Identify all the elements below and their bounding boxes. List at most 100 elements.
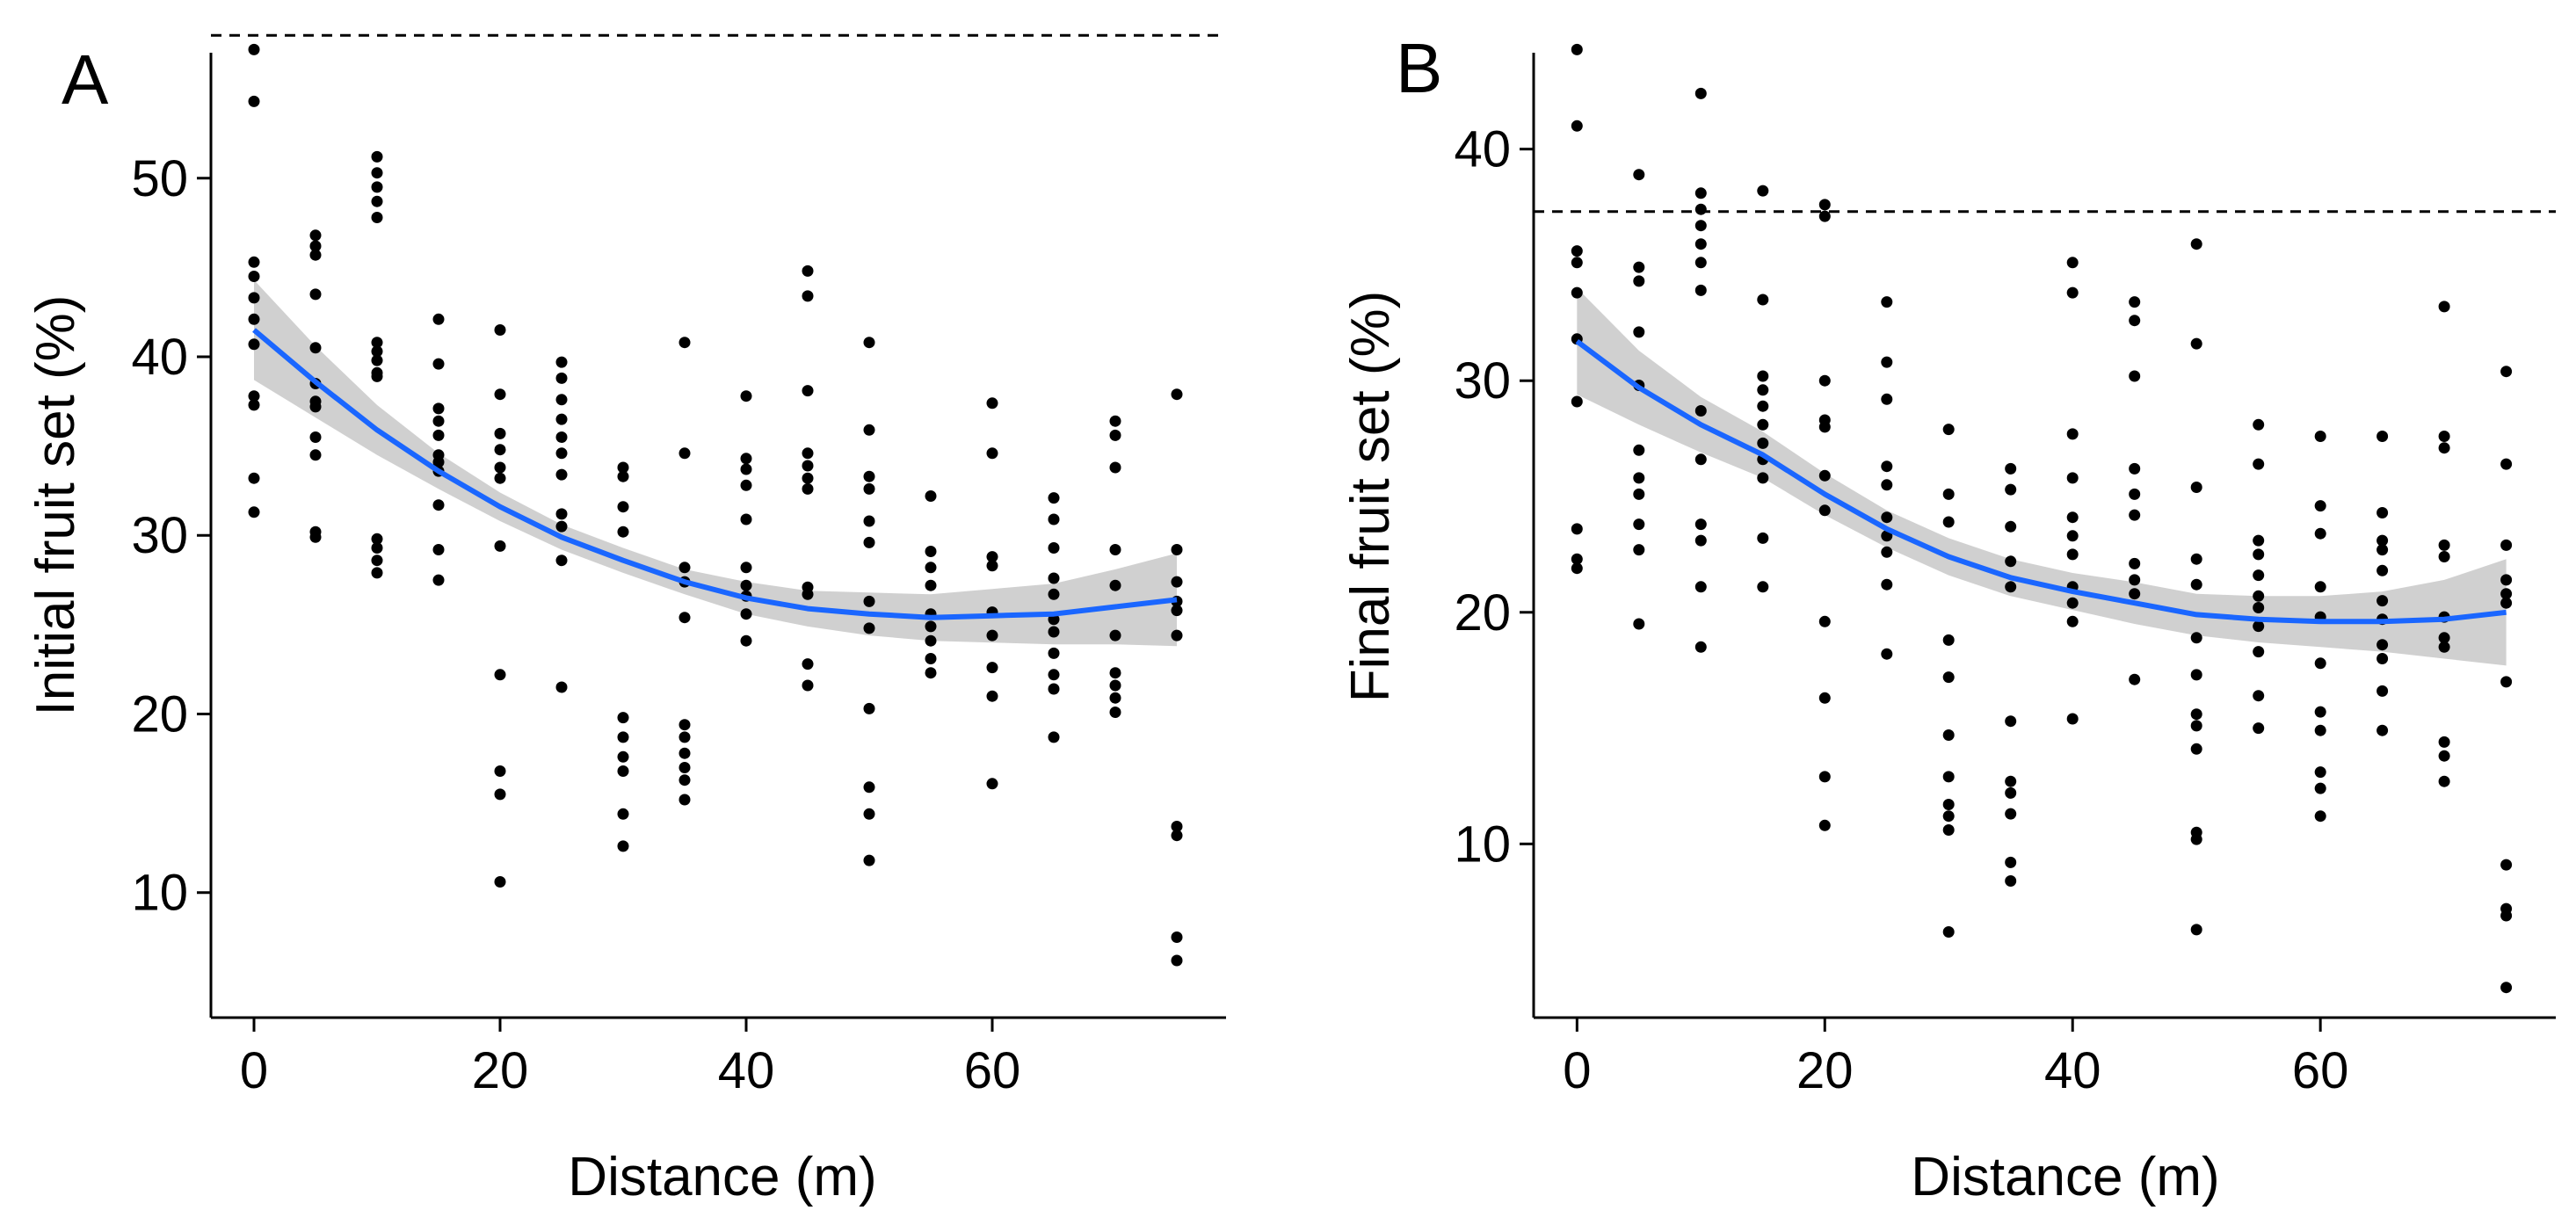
data-point	[802, 472, 814, 484]
data-point	[1881, 511, 1893, 524]
data-point	[802, 679, 814, 692]
data-point	[802, 290, 814, 302]
data-point	[555, 520, 568, 533]
x-axis-label: Distance (m)	[1911, 1147, 2219, 1207]
data-point	[1694, 453, 1707, 466]
data-point	[2314, 527, 2326, 540]
data-point	[2376, 431, 2389, 442]
data-point	[309, 288, 322, 301]
data-point	[2314, 706, 2326, 718]
y-axis-label: Initial fruit set (%)	[25, 295, 86, 716]
data-point	[986, 629, 998, 641]
data-point	[2376, 507, 2389, 518]
data-point	[2253, 646, 2265, 658]
data-point	[432, 499, 445, 511]
x-axis-label: Distance (m)	[568, 1147, 876, 1207]
data-point	[2376, 685, 2389, 697]
data-point	[863, 424, 875, 436]
data-point	[2129, 588, 2141, 600]
data-point	[802, 482, 814, 495]
data-point	[1694, 534, 1707, 547]
data-point	[863, 781, 875, 794]
data-point	[1048, 683, 1060, 695]
data-point	[309, 342, 322, 354]
data-point	[2376, 595, 2389, 607]
data-point	[863, 536, 875, 548]
data-point	[1571, 523, 1583, 535]
data-point	[863, 622, 875, 634]
data-point	[1757, 294, 1769, 306]
data-point	[1571, 43, 1583, 55]
data-point	[2129, 370, 2141, 382]
data-point	[2253, 418, 2265, 431]
data-point	[432, 402, 445, 415]
data-point	[2500, 574, 2513, 586]
data-point	[678, 447, 691, 460]
data-point	[2129, 462, 2141, 475]
y-tick-label: 30	[131, 507, 188, 564]
data-point	[2005, 555, 2017, 568]
data-point	[2376, 564, 2389, 576]
data-point	[371, 542, 383, 554]
data-point	[1942, 810, 1955, 823]
data-point	[1571, 562, 1583, 575]
data-point	[1633, 275, 1645, 287]
data-point	[1633, 261, 1645, 273]
data-point	[678, 612, 691, 624]
data-point	[494, 324, 506, 336]
data-point	[432, 429, 445, 441]
data-point	[2253, 458, 2265, 470]
data-point	[925, 653, 937, 664]
data-point	[1942, 488, 1955, 500]
data-point	[2500, 539, 2513, 551]
data-point	[1694, 284, 1707, 296]
data-point	[1881, 393, 1893, 405]
data-point	[1942, 799, 1955, 810]
data-point	[1757, 384, 1769, 396]
data-point	[1109, 579, 1121, 591]
data-point	[986, 690, 998, 702]
data-point	[555, 394, 568, 406]
data-point	[740, 513, 752, 526]
data-point	[371, 212, 383, 223]
data-point	[863, 337, 875, 349]
y-tick-label: 40	[1454, 121, 1511, 178]
y-tick-label: 40	[131, 329, 188, 386]
data-point	[2253, 620, 2265, 633]
data-point	[248, 338, 260, 351]
data-point	[2190, 924, 2202, 936]
data-point	[617, 712, 629, 724]
data-point	[432, 313, 445, 325]
data-point	[2314, 724, 2326, 736]
data-point	[2376, 639, 2389, 651]
data-point	[1048, 588, 1060, 600]
data-point	[802, 460, 814, 472]
data-point	[1942, 729, 1955, 741]
x-tick-label: 20	[472, 1042, 529, 1099]
data-point	[2253, 548, 2265, 561]
data-point	[494, 444, 506, 456]
data-point	[1818, 469, 1831, 482]
data-point	[925, 667, 937, 679]
data-point	[863, 702, 875, 714]
data-point	[1942, 424, 1955, 436]
data-point	[2253, 722, 2265, 735]
data-point	[1881, 648, 1893, 660]
data-point	[432, 415, 445, 427]
data-point	[1818, 210, 1831, 222]
panel-letter-a: A	[62, 40, 109, 119]
data-point	[2314, 581, 2326, 593]
y-tick-label: 10	[131, 865, 188, 922]
data-point	[863, 482, 875, 495]
data-point	[1171, 388, 1183, 401]
panel-b: B Final fruit set (%) Distance (m) 10 20 3…	[1340, 29, 2556, 1207]
data-point	[925, 546, 937, 557]
data-point	[309, 449, 322, 461]
data-point	[494, 540, 506, 552]
data-point	[1109, 544, 1121, 555]
data-point	[2438, 539, 2450, 551]
confidence-band	[1577, 287, 2507, 666]
data-point	[1757, 532, 1769, 544]
data-point	[2500, 588, 2513, 600]
